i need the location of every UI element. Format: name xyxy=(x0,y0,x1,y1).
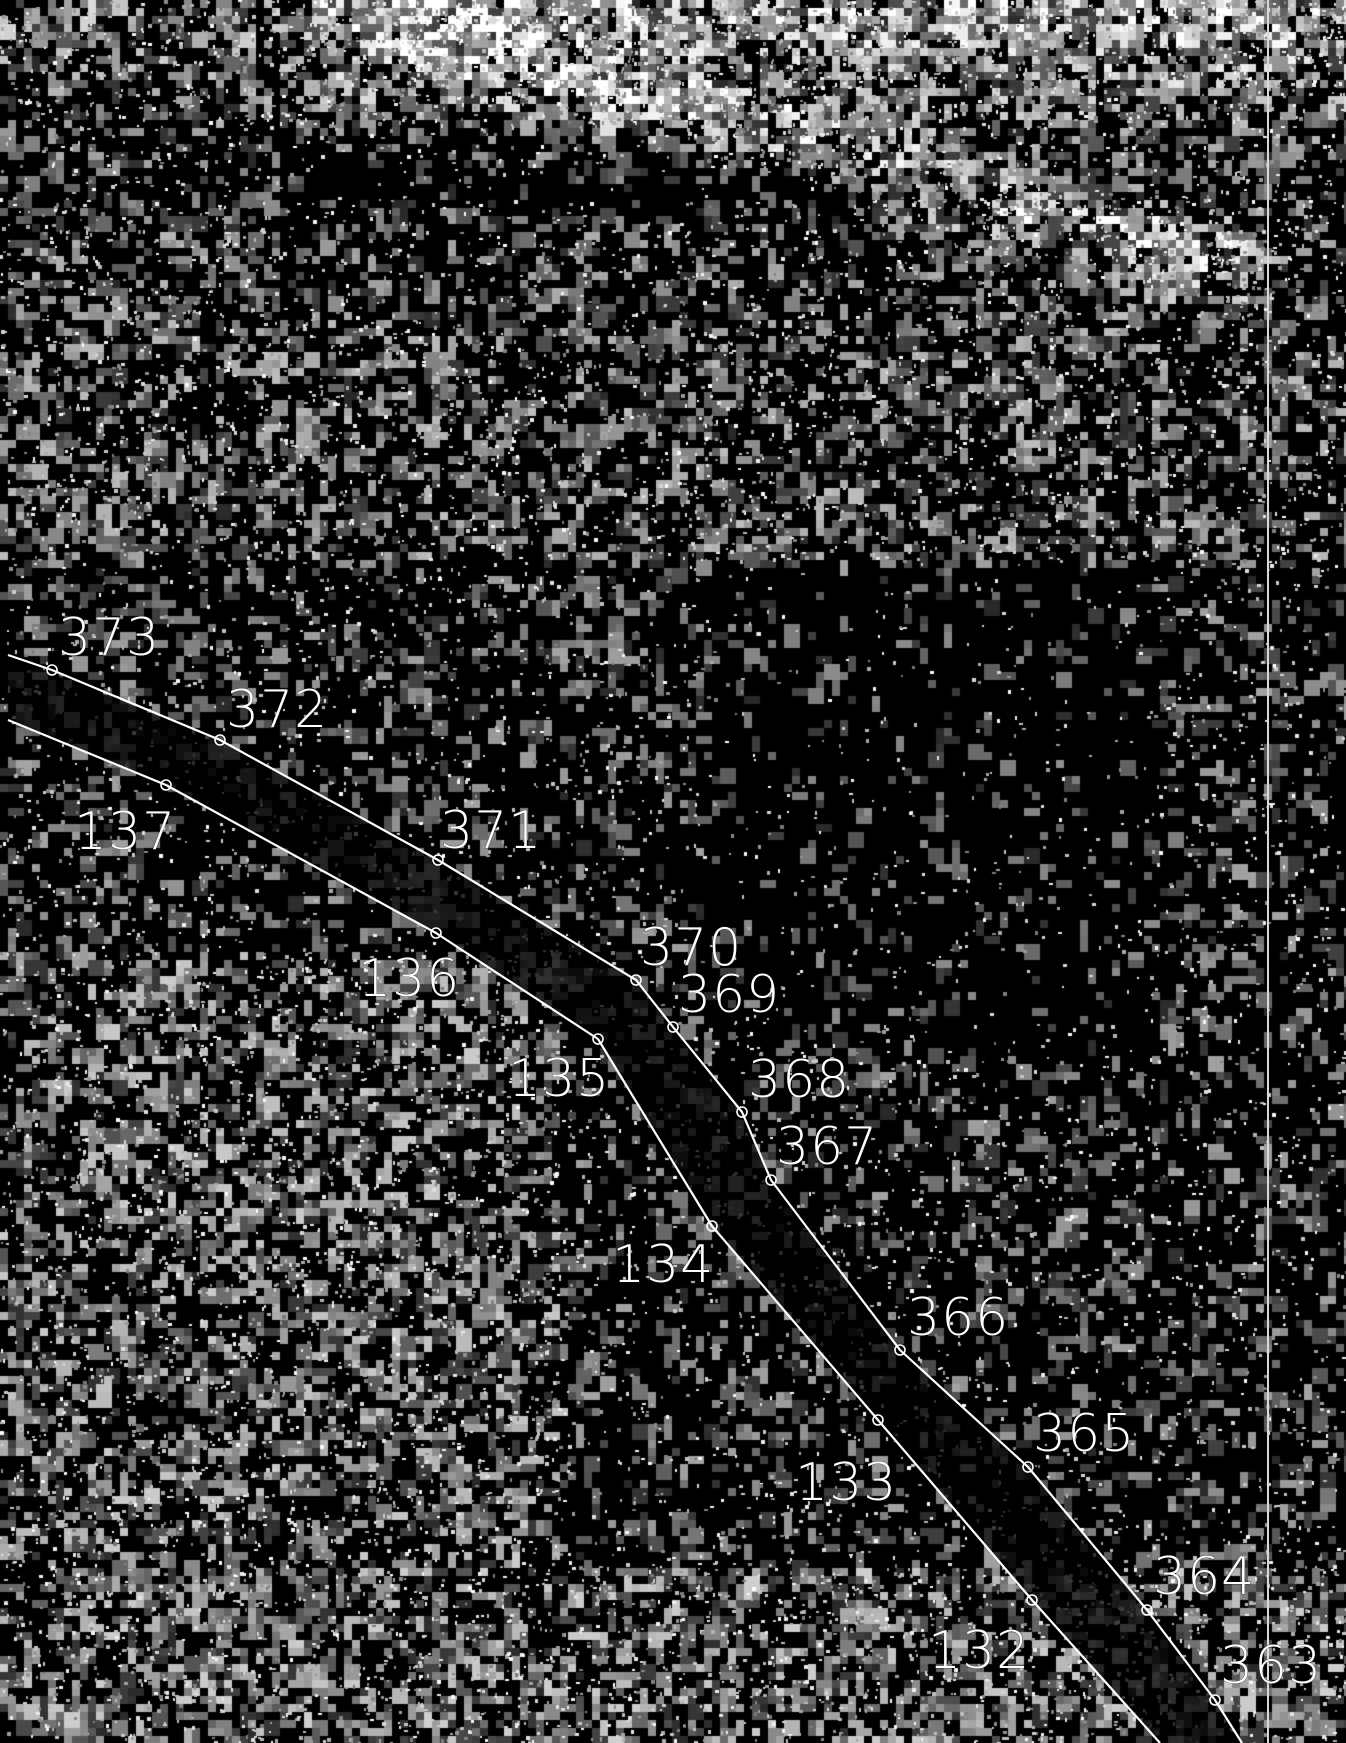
station-marker-371 xyxy=(432,854,444,866)
station-marker-372 xyxy=(214,734,226,746)
station-label-372: 372 xyxy=(226,680,328,740)
station-marker-367 xyxy=(765,1174,777,1186)
station-marker-369 xyxy=(667,1021,679,1033)
station-marker-133 xyxy=(872,1414,884,1426)
station-marker-365 xyxy=(1022,1461,1034,1473)
station-label-365: 365 xyxy=(1033,1404,1135,1464)
station-marker-135 xyxy=(592,1033,604,1045)
station-marker-364 xyxy=(1141,1604,1153,1616)
station-label-369: 369 xyxy=(678,965,780,1025)
station-label-368: 368 xyxy=(748,1050,850,1110)
lower-road-edge-line xyxy=(7,718,1161,1743)
station-label-134: 134 xyxy=(612,1235,714,1295)
station-marker-368 xyxy=(736,1106,748,1118)
station-marker-136 xyxy=(430,927,442,939)
station-label-366: 366 xyxy=(907,1288,1009,1348)
station-label-371: 371 xyxy=(440,801,542,861)
station-marker-134 xyxy=(706,1220,718,1232)
station-label-373: 373 xyxy=(58,608,160,668)
station-marker-373 xyxy=(46,664,58,676)
station-marker-366 xyxy=(894,1344,906,1356)
station-label-135: 135 xyxy=(508,1049,610,1109)
station-label-363: 363 xyxy=(1220,1636,1322,1696)
station-label-132: 132 xyxy=(928,1621,1030,1681)
station-label-136: 136 xyxy=(358,949,460,1009)
station-label-364: 364 xyxy=(1153,1547,1255,1607)
station-marker-137 xyxy=(160,779,172,791)
station-label-137: 137 xyxy=(74,802,176,862)
station-marker-132 xyxy=(1026,1594,1038,1606)
station-marker-370 xyxy=(630,974,642,986)
station-label-370: 370 xyxy=(640,918,742,978)
station-marker-363 xyxy=(1209,1694,1221,1706)
upper-road-edge-line xyxy=(7,653,1243,1743)
station-label-133: 133 xyxy=(795,1453,897,1513)
station-label-367: 367 xyxy=(776,1117,878,1177)
